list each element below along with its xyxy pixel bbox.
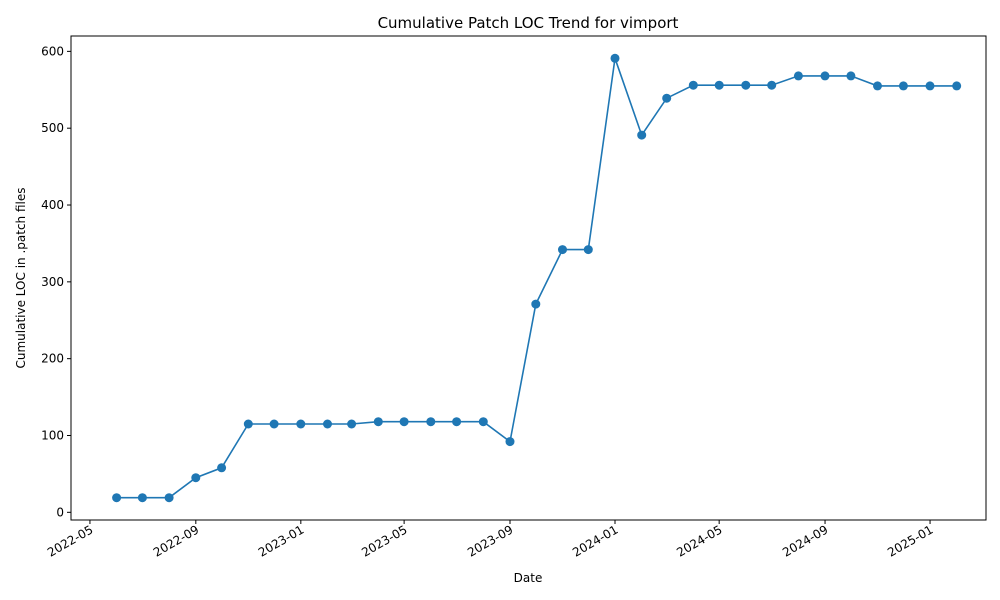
data-point [662, 93, 672, 103]
data-point [323, 419, 332, 429]
data-point [637, 130, 647, 140]
data-point [164, 493, 174, 503]
data-point [137, 493, 147, 503]
data-point [243, 419, 253, 429]
data-point [898, 81, 908, 91]
data-point [820, 71, 830, 81]
x-tick-label: 2023-05 [359, 522, 409, 559]
data-point [688, 80, 698, 90]
data-point [296, 419, 306, 429]
data-point [531, 299, 541, 309]
x-tick-label: 2025-01 [885, 522, 935, 559]
data-point [399, 417, 409, 427]
x-tick-label: 2024-05 [674, 522, 724, 559]
data-point [373, 417, 383, 427]
x-tick-label: 2024-01 [570, 522, 620, 559]
data-point [714, 80, 724, 90]
data-point [505, 437, 515, 447]
y-tick-label: 400 [41, 198, 64, 212]
y-tick-label: 200 [41, 352, 64, 366]
data-point [741, 80, 751, 90]
data-point [269, 419, 279, 429]
data-point [952, 81, 962, 91]
x-axis-label: Date [514, 571, 543, 585]
x-tick-label: 2022-05 [45, 522, 95, 559]
data-point [767, 80, 777, 90]
data-point [478, 417, 488, 427]
x-tick-label: 2022-09 [151, 522, 201, 559]
y-tick-label: 600 [41, 44, 64, 58]
plot-frame [70, 35, 987, 521]
data-point [873, 81, 882, 91]
y-tick-label: 0 [56, 505, 64, 519]
data-point [793, 71, 803, 81]
y-tick-label: 100 [41, 428, 64, 442]
data-point [925, 81, 935, 91]
y-tick-label: 500 [41, 121, 64, 135]
y-axis: 0 100 200 300 400 500 600 [41, 44, 71, 519]
data-point [217, 463, 227, 473]
plot-area [71, 36, 986, 520]
y-tick-label: 300 [41, 275, 64, 289]
y-axis-label: Cumulative LOC in .patch files [14, 188, 28, 369]
chart-title: Cumulative Patch LOC Trend for vimport [378, 14, 679, 32]
data-point [347, 419, 357, 429]
series-layer [112, 53, 962, 503]
x-axis: 2022-05 2022-09 2023-01 2023-05 2023-09 2024-… [45, 520, 936, 560]
data-point [558, 245, 567, 255]
data-point [452, 417, 462, 427]
data-point [583, 245, 593, 255]
x-tick-label: 2023-09 [465, 522, 515, 559]
data-point [846, 71, 856, 81]
x-tick-label: 2023-01 [256, 522, 306, 559]
data-point [112, 493, 122, 503]
x-tick-label: 2024-09 [780, 522, 830, 559]
data-point [191, 473, 201, 483]
data-point [610, 53, 620, 63]
data-point [426, 417, 436, 427]
